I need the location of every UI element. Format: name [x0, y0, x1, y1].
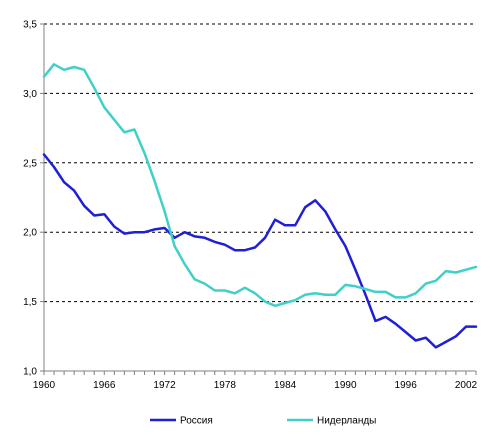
axes	[43, 24, 476, 372]
legend-label-0: Россия	[180, 416, 213, 427]
legend: Россия Нидерланды	[150, 416, 376, 427]
y-axis-ticks: 1,0 1,5 2,0 2,5 3,0 3,5	[23, 20, 44, 378]
gridlines	[44, 23, 476, 303]
x-tick-label-1: 1966	[93, 380, 116, 391]
y-tick-label-2: 2,0	[23, 228, 37, 239]
x-tick-label-5: 1990	[334, 380, 357, 391]
y-tick-label-1: 1,5	[23, 297, 37, 308]
x-tick-label-6: 1996	[395, 380, 418, 391]
x-tick-label-3: 1978	[214, 380, 237, 391]
series-line-0	[42, 153, 478, 349]
y-tick-label-3: 2,5	[23, 158, 37, 169]
y-tick-label-5: 3,5	[23, 20, 37, 31]
x-tick-label-4: 1984	[274, 380, 297, 391]
series-line-1	[42, 63, 478, 308]
legend-label-1: Нидерланды	[317, 416, 376, 427]
x-tick-label-2: 1972	[153, 380, 176, 391]
x-axis-ticks: 1960 1966 1972 1978 1984 1990 1996 2002	[33, 371, 478, 391]
y-tick-label-4: 3,0	[23, 89, 37, 100]
x-tick-label-7: 2002	[455, 380, 478, 391]
series-lines	[42, 63, 478, 349]
x-tick-label-0: 1960	[33, 380, 56, 391]
y-tick-label-0: 1,0	[23, 367, 37, 378]
